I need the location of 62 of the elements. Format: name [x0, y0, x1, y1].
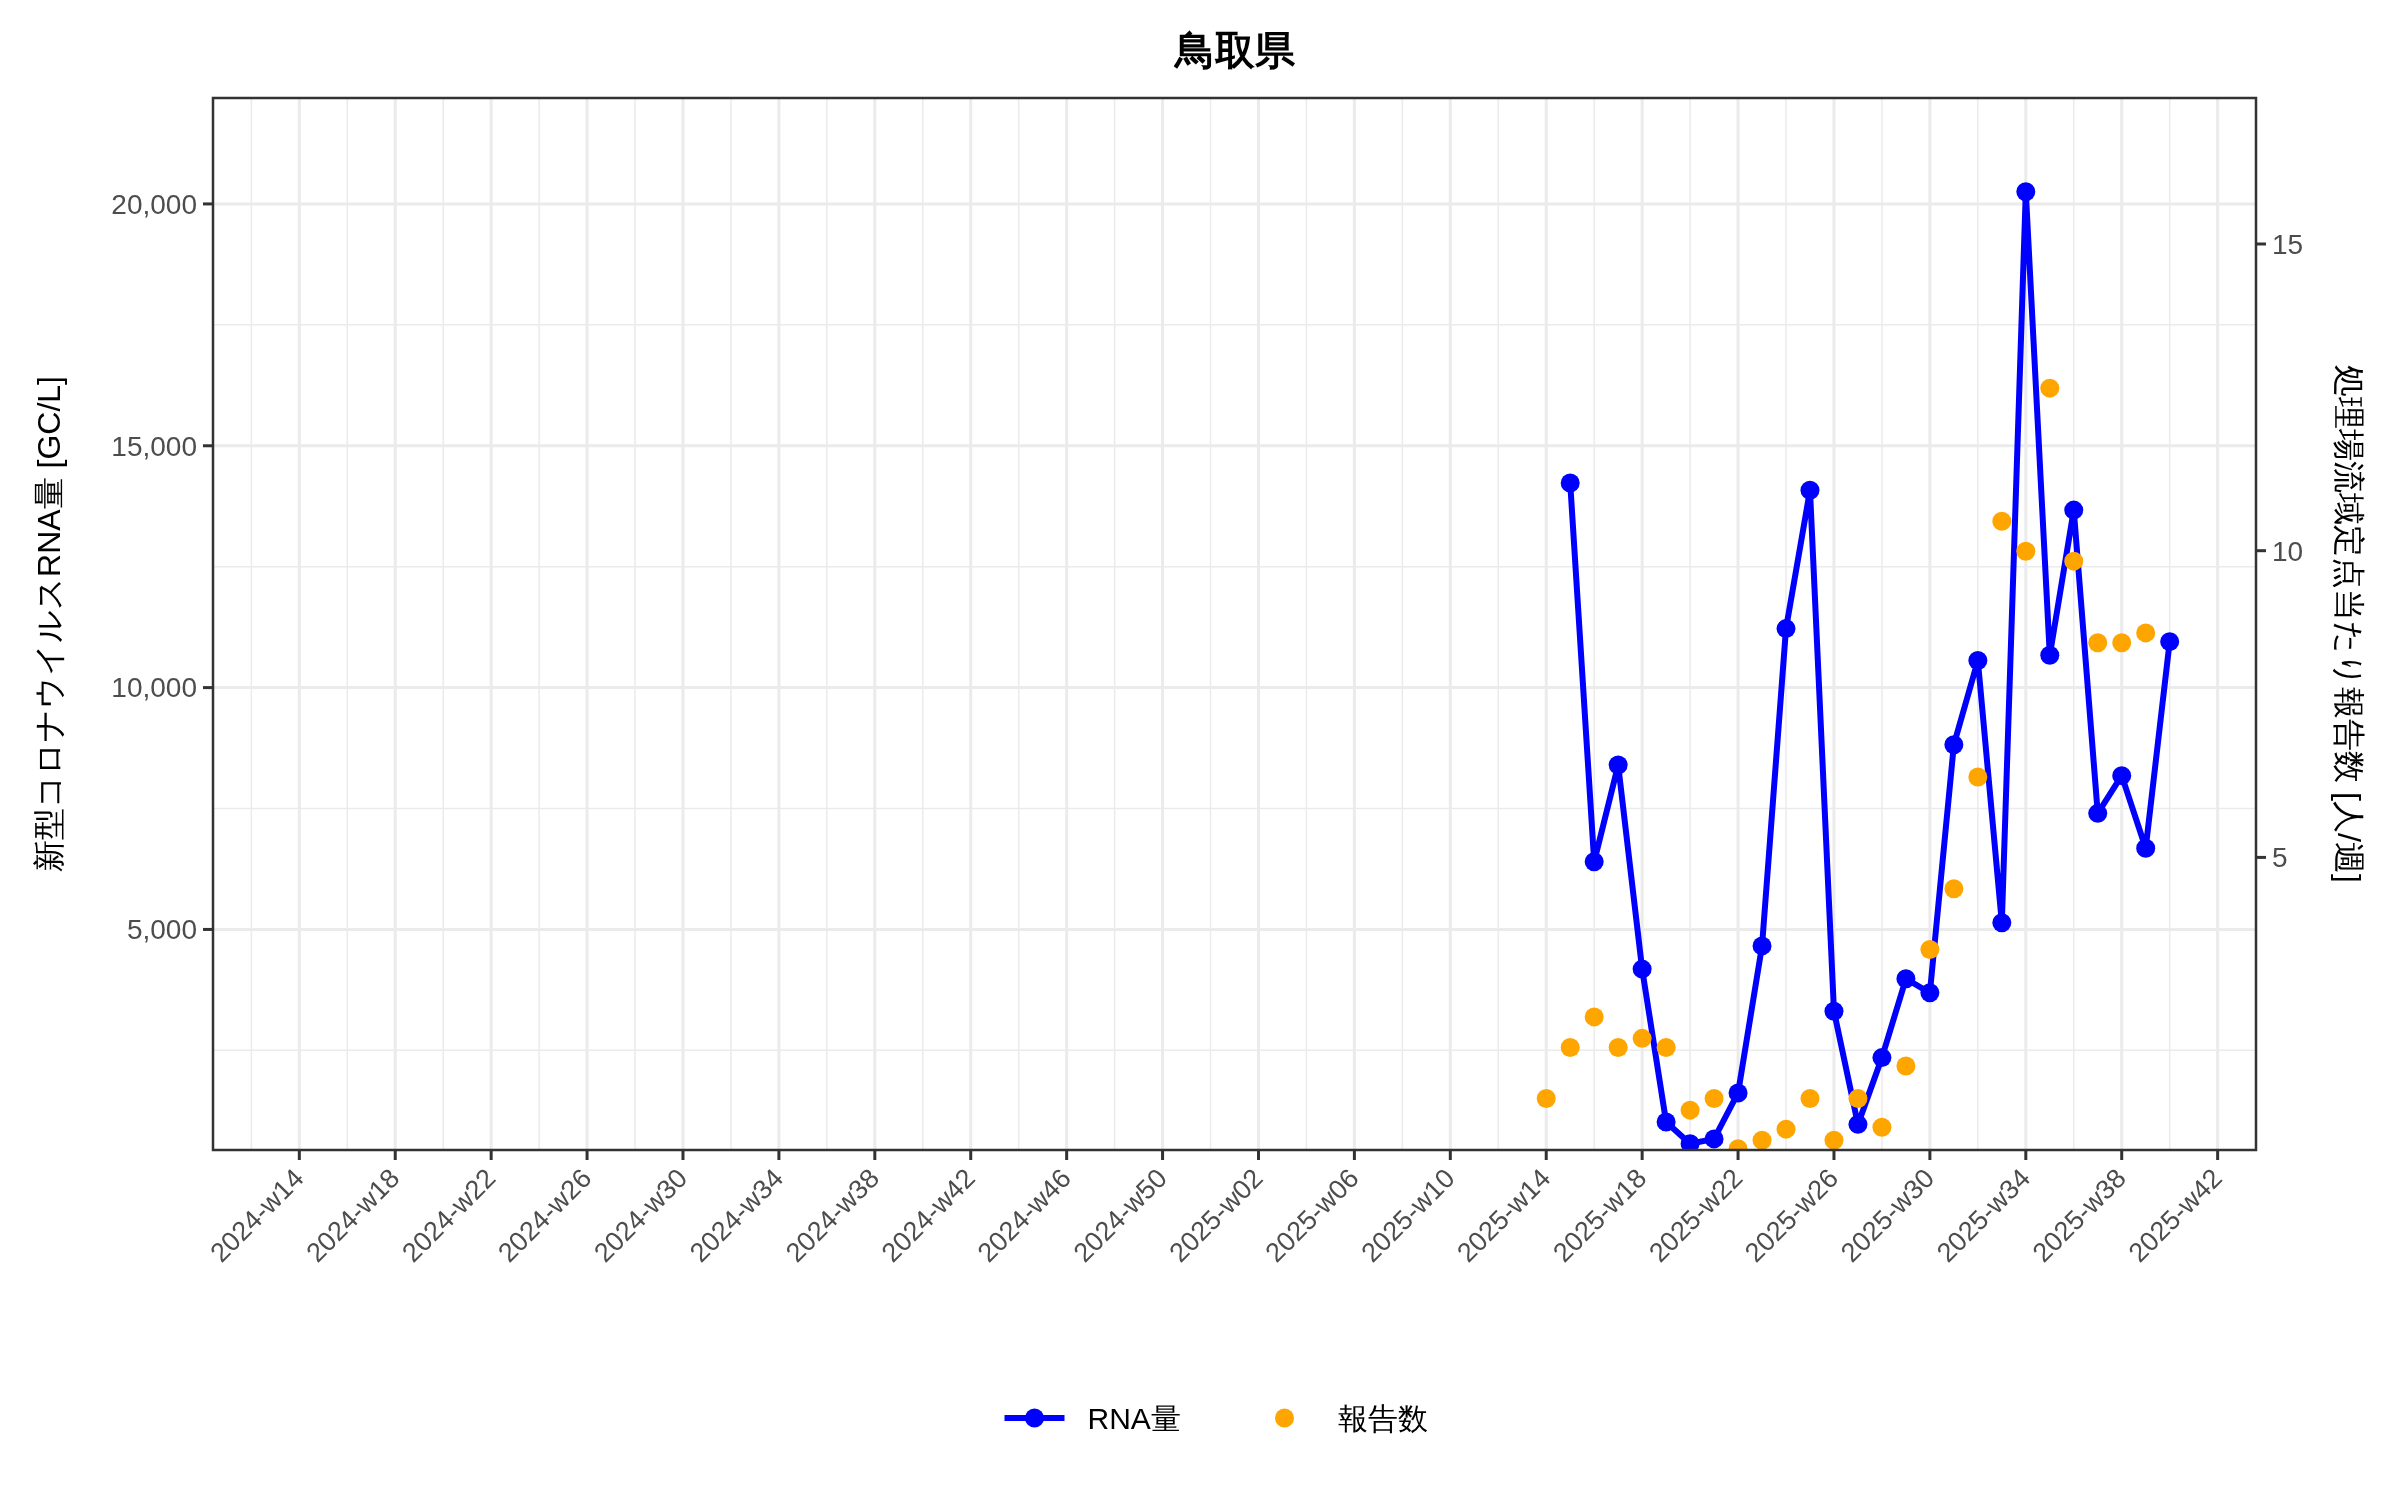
point: [1872, 1117, 1892, 1137]
point: [1776, 1119, 1796, 1139]
point: [1704, 1088, 1724, 1108]
y-tick-label: 20,000: [111, 188, 197, 220]
point: [1968, 767, 1988, 787]
chart-title: 鳥取県: [1172, 28, 1296, 72]
point: [1992, 913, 2012, 933]
point: [2040, 645, 2060, 665]
point: [1656, 1112, 1676, 1132]
point: [1968, 651, 1988, 671]
point: [1776, 619, 1796, 639]
point: [1536, 1088, 1556, 1108]
point: [1560, 1038, 1580, 1058]
point: [1944, 879, 1964, 899]
point: [1704, 1129, 1724, 1149]
point: [1920, 983, 1940, 1003]
point: [1872, 1048, 1892, 1068]
point: [1752, 1130, 1772, 1150]
y-tick-label: 5,000: [126, 914, 197, 946]
point: [1680, 1100, 1700, 1120]
point: [2088, 803, 2108, 823]
y-tick-label: 15,000: [111, 430, 197, 462]
legend-label: RNA量: [1087, 1401, 1181, 1435]
point: [1608, 1038, 1628, 1058]
point: [1824, 1130, 1844, 1150]
point: [2088, 633, 2108, 653]
y2-tick-label: 10: [2272, 535, 2304, 567]
point: [1944, 735, 1964, 755]
point: [2064, 551, 2084, 571]
point: [1656, 1038, 1676, 1058]
point: [1896, 1056, 1916, 1076]
point: [1584, 852, 1604, 872]
point: [1920, 939, 1940, 959]
point: [2112, 766, 2132, 786]
point: [1608, 755, 1628, 775]
point: [1800, 1088, 1820, 1108]
point: [1992, 511, 2012, 531]
y2-tick-label: 5: [2272, 842, 2288, 874]
point: [1800, 480, 1820, 500]
point: [1584, 1007, 1604, 1027]
point: [1560, 473, 1580, 493]
point: [2136, 623, 2156, 643]
point: [1848, 1088, 1868, 1108]
point: [2136, 838, 2156, 858]
y2-tick-label: 15: [2272, 228, 2304, 260]
y-tick-label: 10,000: [111, 672, 197, 704]
point: [1752, 936, 1772, 956]
point: [2040, 378, 2060, 398]
point: [1728, 1083, 1748, 1103]
point: [1848, 1114, 1868, 1134]
point: [1632, 1028, 1652, 1048]
point: [1824, 1001, 1844, 1021]
legend-label: 報告数: [1337, 1401, 1428, 1435]
y-axis-title: 新型コロナウイルスRNA量 [GC/L]: [31, 376, 67, 872]
point: [1896, 969, 1916, 989]
point: [2016, 182, 2036, 202]
y2-axis-title: 処理場流域定点当たり報告数 [人/週]: [2331, 365, 2367, 883]
point: [2160, 632, 2180, 652]
point: [2112, 633, 2132, 653]
point: [2016, 541, 2036, 561]
point: [2064, 500, 2084, 520]
point: [1632, 959, 1652, 979]
